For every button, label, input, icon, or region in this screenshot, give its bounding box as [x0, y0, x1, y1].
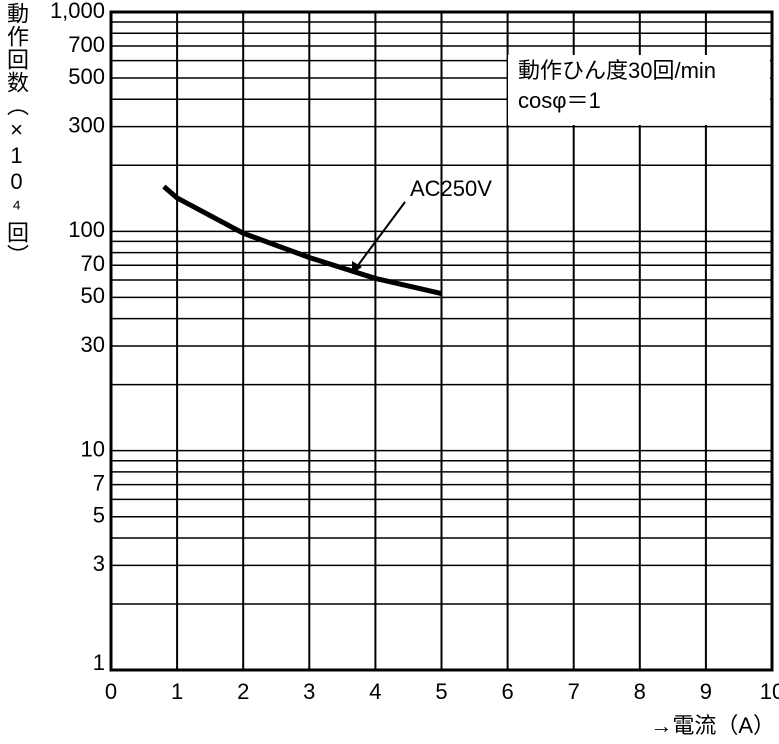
note-box	[508, 55, 770, 125]
x-tick-label: 1	[171, 679, 183, 704]
y-tick-label: 30	[81, 332, 105, 357]
plot-frame	[109, 10, 774, 672]
y-tick-label: 5	[93, 503, 105, 528]
y-tick-label: 700	[68, 32, 105, 57]
y-tick-label: 70	[81, 251, 105, 276]
y-tick-label: 1	[93, 650, 105, 675]
x-tick-label: 10	[760, 679, 779, 704]
annotation: cosφ＝1	[518, 88, 601, 113]
y-tick-label: 300	[68, 112, 105, 137]
y-tick-label: 7	[93, 470, 105, 495]
y-axis-label: 動作回数（×10⁴回）	[4, 2, 29, 267]
data-line	[162, 184, 443, 297]
y-tick-label: 500	[68, 64, 105, 89]
x-tick-label: 3	[303, 679, 315, 704]
x-tick-label: 8	[634, 679, 646, 704]
leader-line	[355, 201, 406, 269]
series-label: AC250V	[410, 176, 492, 201]
x-tick-label: 4	[369, 679, 381, 704]
y-tick-label: 10	[81, 436, 105, 461]
x-tick-label: 5	[435, 679, 447, 704]
x-axis-label: →電流（A）	[650, 713, 775, 738]
x-tick-label: 7	[568, 679, 580, 704]
x-tick-label: 0	[105, 679, 117, 704]
x-tick-label: 6	[501, 679, 513, 704]
x-tick-label: 2	[237, 679, 249, 704]
y-tick-label: 50	[81, 283, 105, 308]
x-tick-label: 9	[700, 679, 712, 704]
y-tick-label: 3	[93, 551, 105, 576]
leader-arrow	[352, 261, 362, 274]
annotation: 動作ひん度30回/min	[518, 58, 716, 83]
y-tick-label: 1,000	[50, 0, 105, 23]
y-tick-label: 100	[68, 217, 105, 242]
